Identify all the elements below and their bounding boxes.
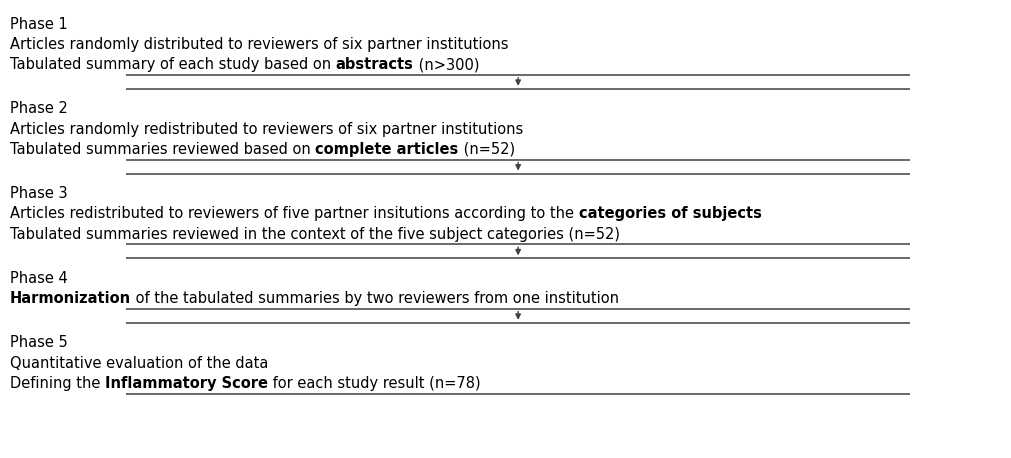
- Text: Articles randomly redistributed to reviewers of six partner institutions: Articles randomly redistributed to revie…: [10, 122, 524, 136]
- Text: (n=52): (n=52): [459, 142, 515, 157]
- Text: categories of subjects: categories of subjects: [578, 207, 761, 221]
- Bar: [4, 174, 1007, 244]
- Text: Tabulated summary of each study based on: Tabulated summary of each study based on: [10, 57, 336, 72]
- Text: for each study result (n=78): for each study result (n=78): [268, 376, 480, 391]
- Bar: [4, 89, 1007, 159]
- Bar: [4, 4, 1007, 75]
- Text: abstracts: abstracts: [336, 57, 413, 72]
- Text: Phase 1: Phase 1: [10, 16, 68, 32]
- Text: Phase 5: Phase 5: [10, 335, 68, 350]
- Text: Phase 3: Phase 3: [10, 186, 68, 201]
- Text: complete articles: complete articles: [315, 142, 459, 157]
- Text: of the tabulated summaries by two reviewers from one institution: of the tabulated summaries by two review…: [131, 291, 619, 306]
- Text: (n>300): (n>300): [413, 57, 479, 72]
- Bar: [4, 258, 1007, 309]
- Text: Phase 4: Phase 4: [10, 271, 68, 286]
- Text: Defining the: Defining the: [10, 376, 105, 391]
- Text: Harmonization: Harmonization: [10, 291, 131, 306]
- Text: Tabulated summaries reviewed based on: Tabulated summaries reviewed based on: [10, 142, 315, 157]
- Text: Tabulated summaries reviewed in the context of the five subject categories (n=52: Tabulated summaries reviewed in the cont…: [10, 227, 620, 242]
- Text: Inflammatory Score: Inflammatory Score: [105, 376, 268, 391]
- Bar: [4, 323, 1007, 393]
- Text: Quantitative evaluation of the data: Quantitative evaluation of the data: [10, 356, 268, 371]
- Text: Articles redistributed to reviewers of five partner insitutions according to the: Articles redistributed to reviewers of f…: [10, 207, 578, 221]
- Text: Articles randomly distributed to reviewers of six partner institutions: Articles randomly distributed to reviewe…: [10, 37, 509, 52]
- Text: Phase 2: Phase 2: [10, 101, 68, 116]
